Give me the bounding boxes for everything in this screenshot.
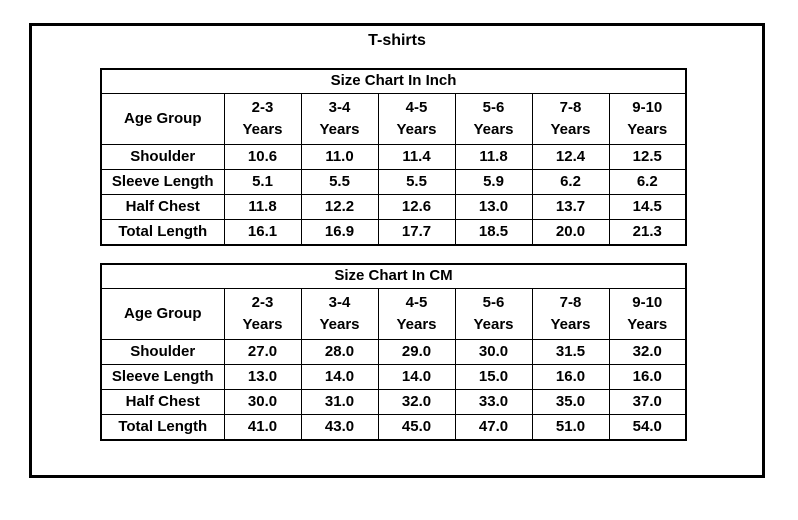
table-row-half-chest: Half Chest 11.8 12.2 12.6 13.0 13.7 14.5 [100, 194, 687, 220]
cell-value: 6.2 [531, 169, 610, 195]
cell-value: 11.8 [223, 194, 302, 220]
age-group-header: Age Group [100, 288, 225, 340]
row-label: Total Length [100, 414, 225, 441]
cell-value: 37.0 [608, 389, 687, 415]
cell-value: 35.0 [531, 389, 610, 415]
cell-value: 21.3 [608, 219, 687, 246]
cell-value: 5.5 [300, 169, 379, 195]
cell-value: 12.2 [300, 194, 379, 220]
row-label: Total Length [100, 219, 225, 246]
cell-value: 31.0 [300, 389, 379, 415]
column-header-4-5: 4-5 Years [377, 288, 456, 340]
size-chart-cm-table: Size Chart In CM Age Group 2-3 Years 3-4 Y… [100, 263, 687, 441]
table-title-row: Size Chart In Inch [100, 68, 687, 94]
table-row-sleeve-length: Sleeve Length 5.1 5.5 5.5 5.9 6.2 6.2 [100, 169, 687, 195]
table-header-row: Age Group 2-3 Years 3-4 Years 4-5 Years 5-6… [100, 93, 687, 145]
age-group-header: Age Group [100, 93, 225, 145]
row-label: Half Chest [100, 194, 225, 220]
cell-value: 16.0 [531, 364, 610, 390]
cell-value: 16.9 [300, 219, 379, 246]
cell-value: 5.9 [454, 169, 533, 195]
cell-value: 13.0 [454, 194, 533, 220]
table-title: Size Chart In Inch [100, 68, 687, 94]
cell-value: 29.0 [377, 339, 456, 365]
cell-value: 51.0 [531, 414, 610, 441]
cell-value: 18.5 [454, 219, 533, 246]
cell-value: 11.4 [377, 144, 456, 170]
cell-value: 32.0 [608, 339, 687, 365]
cell-value: 13.0 [223, 364, 302, 390]
cell-value: 5.5 [377, 169, 456, 195]
row-label: Shoulder [100, 339, 225, 365]
cell-value: 5.1 [223, 169, 302, 195]
cell-value: 20.0 [531, 219, 610, 246]
table-row-shoulder: Shoulder 27.0 28.0 29.0 30.0 31.5 32.0 [100, 339, 687, 365]
column-header-2-3: 2-3 Years [223, 288, 302, 340]
cell-value: 27.0 [223, 339, 302, 365]
table-row-half-chest: Half Chest 30.0 31.0 32.0 33.0 35.0 37.0 [100, 389, 687, 415]
row-label: Sleeve Length [100, 169, 225, 195]
row-label: Shoulder [100, 144, 225, 170]
cell-value: 30.0 [223, 389, 302, 415]
column-header-7-8: 7-8 Years [531, 288, 610, 340]
cell-value: 11.0 [300, 144, 379, 170]
table-title: Size Chart In CM [100, 263, 687, 289]
cell-value: 28.0 [300, 339, 379, 365]
cell-value: 12.5 [608, 144, 687, 170]
cell-value: 16.0 [608, 364, 687, 390]
column-header-5-6: 5-6 Years [454, 288, 533, 340]
column-header-3-4: 3-4 Years [300, 288, 379, 340]
column-header-4-5: 4-5 Years [377, 93, 456, 145]
cell-value: 33.0 [454, 389, 533, 415]
column-header-5-6: 5-6 Years [454, 93, 533, 145]
chart-frame: T-shirts Size Chart In Inch Age Group 2-… [29, 23, 765, 478]
row-label: Sleeve Length [100, 364, 225, 390]
cell-value: 45.0 [377, 414, 456, 441]
cell-value: 13.7 [531, 194, 610, 220]
cell-value: 14.0 [377, 364, 456, 390]
table-title-row: Size Chart In CM [100, 263, 687, 289]
cell-value: 41.0 [223, 414, 302, 441]
row-label: Half Chest [100, 389, 225, 415]
cell-value: 43.0 [300, 414, 379, 441]
cell-value: 14.5 [608, 194, 687, 220]
size-chart-inch-table: Size Chart In Inch Age Group 2-3 Years 3-… [100, 68, 687, 246]
cell-value: 14.0 [300, 364, 379, 390]
table-header-row: Age Group 2-3 Years 3-4 Years 4-5 Years 5-6… [100, 288, 687, 340]
cell-value: 54.0 [608, 414, 687, 441]
cell-value: 12.4 [531, 144, 610, 170]
table-row-total-length: Total Length 41.0 43.0 45.0 47.0 51.0 54… [100, 414, 687, 441]
column-header-9-10: 9-10 Years [608, 288, 687, 340]
column-header-7-8: 7-8 Years [531, 93, 610, 145]
table-row-shoulder: Shoulder 10.6 11.0 11.4 11.8 12.4 12.5 [100, 144, 687, 170]
cell-value: 6.2 [608, 169, 687, 195]
cell-value: 31.5 [531, 339, 610, 365]
column-header-2-3: 2-3 Years [223, 93, 302, 145]
cell-value: 32.0 [377, 389, 456, 415]
table-row-sleeve-length: Sleeve Length 13.0 14.0 14.0 15.0 16.0 1… [100, 364, 687, 390]
cell-value: 12.6 [377, 194, 456, 220]
cell-value: 10.6 [223, 144, 302, 170]
cell-value: 15.0 [454, 364, 533, 390]
column-header-3-4: 3-4 Years [300, 93, 379, 145]
page-title: T-shirts [368, 32, 426, 49]
column-header-9-10: 9-10 Years [608, 93, 687, 145]
cell-value: 30.0 [454, 339, 533, 365]
table-row-total-length: Total Length 16.1 16.9 17.7 18.5 20.0 21… [100, 219, 687, 246]
cell-value: 11.8 [454, 144, 533, 170]
cell-value: 47.0 [454, 414, 533, 441]
cell-value: 17.7 [377, 219, 456, 246]
cell-value: 16.1 [223, 219, 302, 246]
